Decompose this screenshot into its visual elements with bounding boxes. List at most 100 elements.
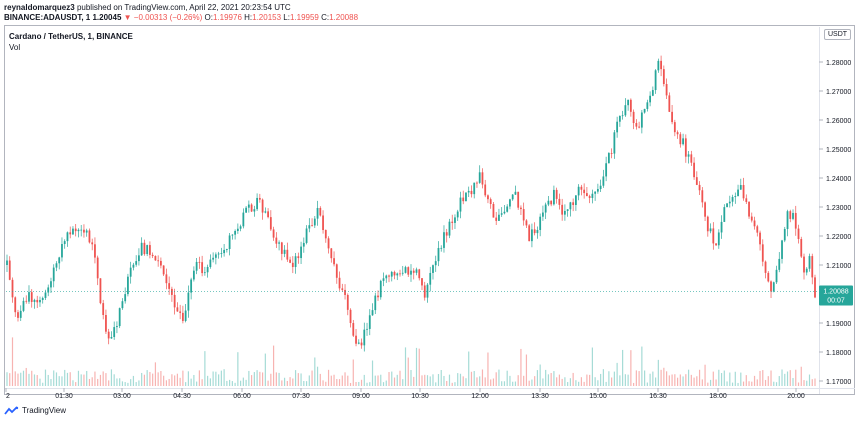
- volume-bar: [745, 375, 747, 386]
- candle-body: [800, 239, 803, 257]
- volume-bar: [201, 379, 203, 386]
- candle-body: [662, 69, 665, 85]
- volume-bar: [294, 370, 297, 386]
- candle-body: [245, 207, 248, 213]
- candle-body: [96, 257, 99, 279]
- candle-body: [50, 281, 52, 288]
- candle-body: [676, 132, 679, 135]
- candle-body: [173, 294, 176, 308]
- candle-body: [555, 189, 558, 199]
- volume-bar: [572, 372, 574, 386]
- candle-body: [272, 229, 275, 238]
- volume-bar: [275, 372, 277, 386]
- candle-body: [311, 225, 313, 227]
- candle-body: [127, 276, 129, 295]
- volume-bar: [534, 376, 536, 386]
- candle-body: [360, 342, 363, 346]
- candle-body: [253, 209, 256, 212]
- volume-bar: [108, 380, 110, 386]
- volume-bar: [764, 379, 767, 386]
- volume-bar: [215, 371, 217, 386]
- volume-bar: [314, 357, 316, 386]
- candle-body: [129, 267, 132, 277]
- candle-body: [687, 154, 690, 157]
- volume-bar: [204, 351, 206, 386]
- volume-bar: [143, 374, 146, 386]
- candle-body: [748, 201, 750, 217]
- candle-body: [775, 269, 778, 283]
- volume-bar: [377, 375, 379, 386]
- volume-bar: [237, 352, 239, 386]
- candle-body: [572, 202, 575, 205]
- y-tick-label: 1.23000: [826, 205, 851, 212]
- candle-body: [539, 216, 542, 230]
- high-value: 1.20153: [252, 13, 282, 22]
- candle-body: [41, 297, 44, 301]
- candle-body: [77, 229, 80, 232]
- candle-body: [33, 299, 36, 302]
- volume-bar: [113, 374, 115, 386]
- volume-bar: [355, 381, 357, 386]
- volume-bar: [641, 346, 643, 386]
- candle-body: [635, 123, 638, 127]
- volume-bar: [503, 381, 506, 386]
- open-value: 1.19976: [212, 13, 242, 22]
- candle-body: [660, 60, 662, 70]
- volume-bar: [69, 372, 71, 386]
- candle-body: [225, 249, 228, 250]
- bar-countdown-label: 00:07: [827, 297, 845, 304]
- volume-bar: [17, 373, 19, 386]
- candle-body: [113, 327, 116, 338]
- volume-bar: [322, 380, 324, 386]
- candle-body: [533, 229, 536, 234]
- candle-body: [599, 185, 602, 190]
- candle-body: [124, 294, 127, 302]
- volume-bar: [391, 371, 393, 386]
- volume-bar: [484, 377, 486, 386]
- candle-body: [583, 189, 586, 194]
- high-label: H:: [244, 13, 253, 22]
- candle-body: [201, 262, 204, 274]
- candle-body: [421, 278, 423, 286]
- volume-bar: [333, 374, 335, 386]
- candle-body: [267, 211, 269, 218]
- volume-bar: [704, 364, 706, 386]
- publisher-line: reynaldomarquez3 published on TradingVie…: [4, 3, 291, 13]
- volume-bar: [110, 369, 113, 386]
- volume-bar: [737, 382, 739, 386]
- candle-body: [36, 299, 39, 303]
- volume-bar: [105, 373, 107, 386]
- candle-body: [275, 237, 278, 244]
- symbol-name: BINANCE:ADAUSDT, 1: [4, 13, 91, 22]
- candle-body: [335, 264, 338, 278]
- last-price: 1.20045: [92, 13, 122, 22]
- volume-bar: [352, 359, 354, 386]
- currency-badge[interactable]: USDT: [824, 29, 852, 40]
- volume-bar: [646, 382, 648, 386]
- volume-bar: [435, 382, 437, 386]
- candle-body: [684, 138, 687, 157]
- candle-body: [429, 272, 432, 285]
- candle-body: [585, 193, 588, 197]
- volume-bar: [253, 372, 255, 386]
- volume-bar: [657, 359, 659, 386]
- author-name[interactable]: reynaldomarquez3: [4, 3, 75, 12]
- volume-bar: [212, 371, 214, 386]
- volume-bar: [731, 382, 734, 386]
- candle-body: [717, 232, 720, 246]
- volume-bar: [459, 373, 462, 386]
- volume-bar: [187, 371, 189, 386]
- candle-body: [396, 273, 399, 276]
- volume-bar: [509, 375, 511, 386]
- volume-bar: [583, 381, 585, 386]
- candle-body: [280, 242, 283, 254]
- volume-bar: [165, 380, 168, 386]
- candle-body: [388, 275, 390, 277]
- volume-bar: [385, 380, 387, 386]
- last-price-tag: [819, 285, 853, 306]
- volume-bar: [33, 374, 36, 386]
- candle-body: [602, 176, 605, 186]
- volume-bar: [149, 371, 151, 386]
- volume-bar: [330, 375, 332, 386]
